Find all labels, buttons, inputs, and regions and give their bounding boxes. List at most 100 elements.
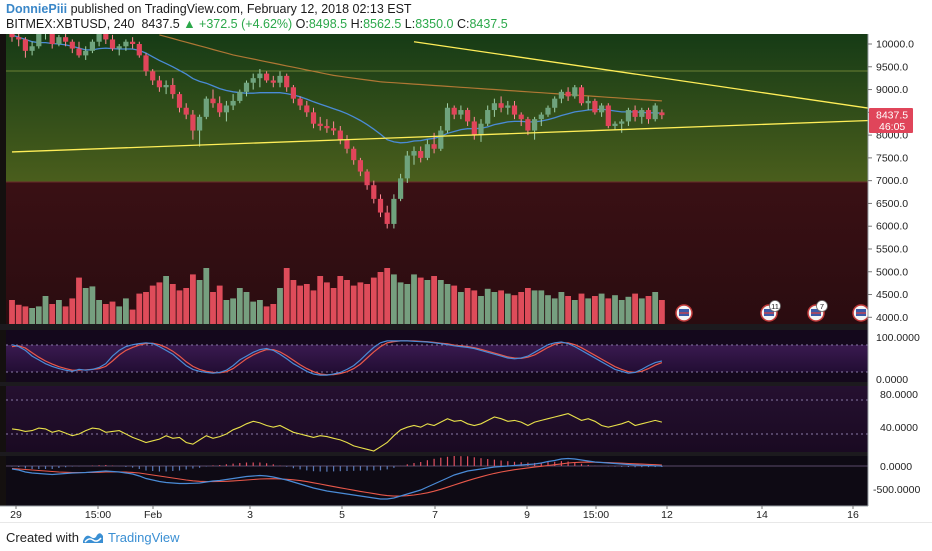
volume-bar [49,304,56,324]
volume-bar [518,292,525,324]
rsi-pane [6,386,868,452]
candles [9,34,665,229]
candle-body [411,151,417,156]
author-link[interactable]: DonniePiii [6,2,68,16]
macd-axis-top: 0.0000 [880,461,912,473]
time-axis[interactable] [0,506,932,522]
time-tick-label: 5 [339,509,345,521]
volume-bar [270,304,277,324]
rsi-value-line [11,413,663,452]
candle-body [424,144,430,158]
price-change: +372.5 (+4.62%) [199,17,293,31]
candle-body [103,34,109,40]
candle-body [645,110,652,120]
low-value: 8350.0 [415,17,454,31]
volume-bar [464,288,471,324]
volume-bar [538,290,545,324]
footer: Created with TradingView [0,522,932,551]
volume-bar [565,296,571,324]
volume-bar [592,296,598,324]
chart-canvas[interactable]: 117 10000.09500.09000.08500.08000.07500.… [0,34,932,522]
change-up-icon: ▲ [183,17,196,31]
open-label: O: [295,17,309,31]
candle-body [223,105,229,113]
volume-bar [136,293,143,324]
volume-bars [9,268,665,324]
volume-bar [263,306,270,324]
candle-body [143,55,149,72]
volume-bar [551,298,558,324]
candle-body [518,114,524,120]
candle-body [377,198,384,213]
candle-body [525,119,531,131]
volume-bar [149,285,156,324]
candle-body [150,71,156,81]
candle-body [532,119,538,131]
price-tick-label: 9000.0 [876,84,908,96]
candle-body [478,123,484,136]
volume-bar [424,280,431,324]
volume-bar [330,288,337,324]
candle-body [438,130,444,149]
price-tick-label: 7000.0 [876,175,908,187]
price-tag-bg [869,108,913,133]
current-price-tag: 8437.5 46:05 [869,108,913,133]
volume-bar [310,290,317,324]
time-tick-label: 9 [524,509,530,521]
candle-body [49,34,55,44]
volume-bar [230,298,236,324]
volume-bar [417,277,424,324]
created-with-label: Created with [6,530,79,545]
rsi-axis: 80.0000 40.0000 [880,389,918,434]
candle-body [183,107,189,115]
volume-bar [163,276,169,324]
volume-bar [223,300,230,324]
candle-body [76,48,82,56]
volume-bar [290,280,297,324]
candle-body [511,105,518,115]
volume-bar [35,306,42,324]
price-tick-label: 4000.0 [876,312,908,324]
volume-bar [652,292,659,324]
candle-body [364,171,370,186]
close-value: 8437.5 [469,17,508,31]
candle-body [123,41,129,47]
volume-bar [56,300,62,324]
candle-body [552,98,558,108]
candle-body [351,148,357,161]
volume-bar [196,280,203,324]
volume-bar [659,300,665,324]
candle-body [404,155,410,179]
volume-bar [431,276,437,324]
time-tick-label: 12 [661,509,673,521]
time-axis-labels: 29 15:00 Feb 3 5 7 9 15:00 12 14 16 [10,506,859,521]
last-price: 8437.5 [141,17,180,31]
candle-body [264,73,270,81]
volume-bar [585,298,592,324]
candle-body [599,105,605,113]
volume-bar [303,284,310,324]
tradingview-logo-icon[interactable] [82,531,104,545]
volume-bar [143,292,149,324]
tradingview-brand[interactable]: TradingView [108,530,180,545]
high-label: H: [350,17,364,31]
volume-bar [82,288,89,324]
volume-bar [257,300,263,324]
volume-bar [123,298,129,324]
candle-body [505,105,511,108]
price-tick-label: 5000.0 [876,266,908,278]
volume-bar [283,268,290,324]
candle-body [659,112,665,116]
candle-body [545,107,551,115]
price-tag-countdown: 46:05 [879,121,905,133]
candle-body [176,94,183,108]
economic-events: 11 7 [675,300,870,322]
candle-body [210,98,216,104]
volume-bar [632,293,638,324]
event-count-badge [816,300,828,312]
volume-bar [15,304,22,324]
low-label: L: [404,17,416,31]
volume-bar [109,301,116,324]
pane-separator [0,452,932,456]
candle-body [163,84,169,88]
